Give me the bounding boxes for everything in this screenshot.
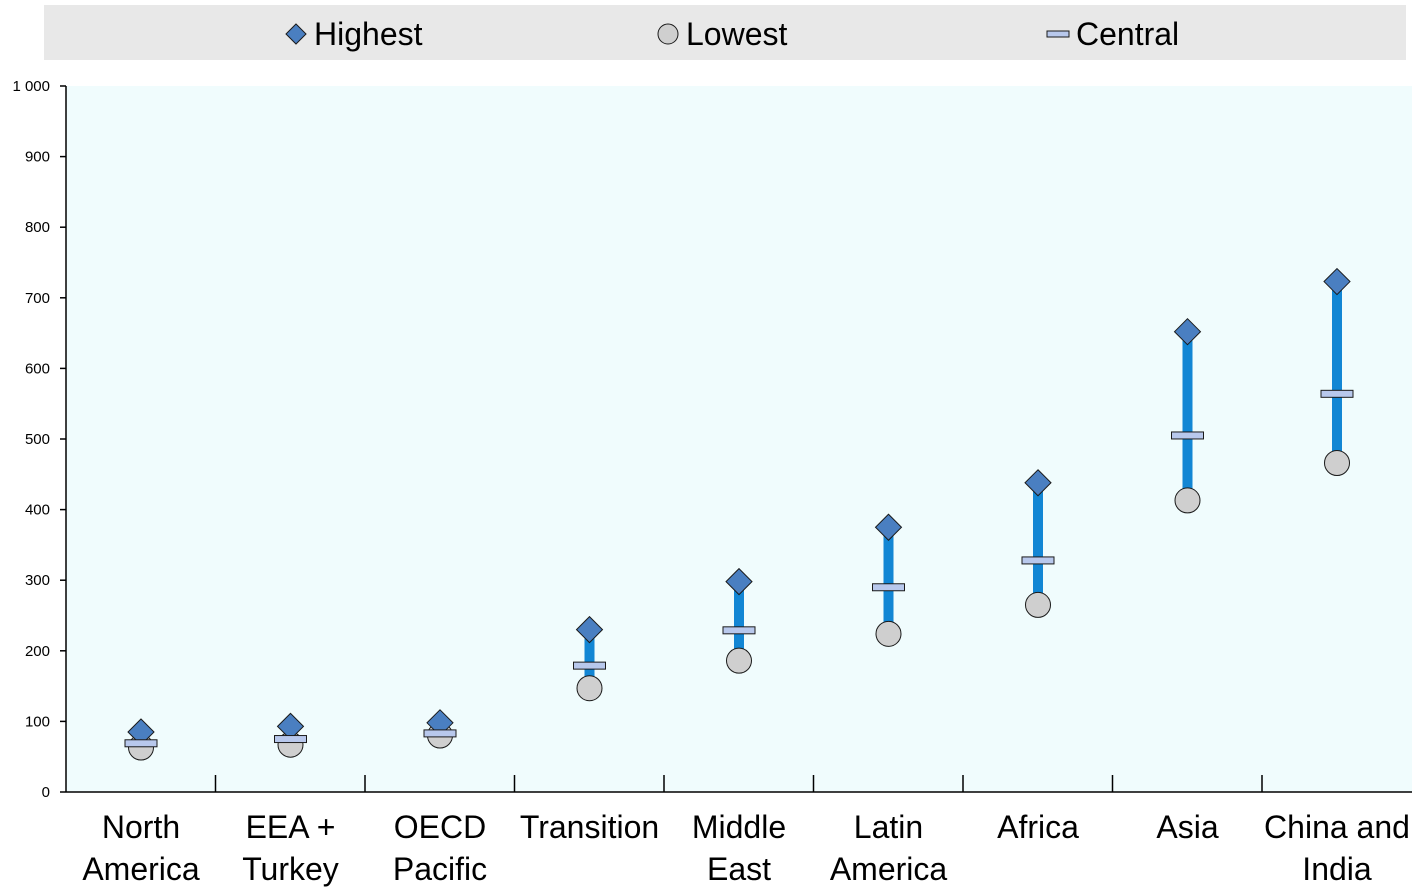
y-tick-label: 0 [42,784,50,801]
highest-marker [1173,317,1202,346]
x-tick-label-line: Latin [854,809,923,845]
y-tick-label: 700 [25,290,50,307]
legend-label-diamond: Highest [314,16,423,52]
x-tick-label: China and India [1264,809,1410,887]
x-tick-label-line: Pacific [393,851,487,887]
range-bar [883,527,894,634]
range-bar [1182,331,1193,501]
x-tick-label-line: India [1302,851,1372,887]
highest-marker [725,567,753,596]
legend-central-dash-icon [1046,30,1070,38]
x-tick-label: Middle East [692,809,786,887]
x-axis: North America EEA + Turkey OECD Pacific Transi… [66,775,1412,887]
y-tick-label: 500 [25,431,50,448]
x-tick-label-line: China and [1264,809,1410,845]
range-bar [734,581,744,661]
x-tick-label: North America [82,809,200,887]
highest-marker [575,615,604,644]
central-marker [1021,556,1055,565]
y-tick-label: 200 [25,643,50,660]
central-marker [124,739,158,748]
central-marker [274,735,307,744]
plot-area [66,86,1412,792]
legend: Highest Lowest Central [285,16,1179,52]
range-bar [584,629,595,689]
x-tick-label-line: North [102,809,180,845]
lowest-marker [576,675,603,702]
central-marker [1320,389,1354,398]
central-marker [722,626,756,635]
x-tick-label: OECD Pacific [393,809,487,887]
legend-background [44,5,1406,60]
y-tick-label: 600 [25,360,50,377]
highest-marker [874,513,903,541]
y-tick-label: 800 [25,219,50,236]
y-tick-label: 300 [25,572,50,589]
y-tick-label: 100 [25,713,50,730]
central-marker [872,583,905,592]
legend-label-dash: Central [1076,16,1179,52]
lowest-marker [1324,450,1350,477]
y-axis: 0 100 200 300 400 500 600 700 800 900 1 000 [12,78,67,801]
central-marker [573,661,606,670]
x-tick-label: Africa [997,809,1079,845]
highest-marker [1024,469,1052,497]
x-tick-label-line: America [82,851,200,887]
y-tick-label: 400 [25,502,50,519]
lowest-marker [1174,487,1201,514]
x-tick-label-line: Transition [520,809,659,845]
legend-lowest-circle-icon [657,23,679,45]
y-tick-label: 1 000 [12,78,50,95]
highest-marker [1323,267,1351,296]
x-tick-label-line: East [707,851,771,887]
legend-label-circle: Lowest [686,16,788,52]
range-bar [1033,482,1043,605]
lowest-marker [1025,591,1051,618]
lowest-marker [726,647,752,674]
x-tick-label: Transition [520,809,659,845]
data-marks [124,267,1354,761]
x-tick-label-line: Africa [997,809,1079,845]
lowest-marker [875,620,902,647]
x-tick-label: Asia [1156,809,1218,845]
central-marker [1171,431,1204,440]
x-tick-label: EEA + Turkey [242,809,339,887]
x-tick-label-line: OECD [394,809,486,845]
x-tick-label-line: America [830,851,948,887]
x-tick-label-line: Turkey [242,851,339,887]
x-tick-label-line: EEA + [246,809,336,845]
y-tick-label: 900 [25,149,50,166]
central-marker [423,729,457,738]
range-bar [1332,281,1342,464]
legend-highest-diamond-icon [285,23,307,45]
x-tick-label-line: Middle [692,809,786,845]
x-tick-label: Latin America [830,809,948,887]
x-tick-label-line: Asia [1156,809,1218,845]
